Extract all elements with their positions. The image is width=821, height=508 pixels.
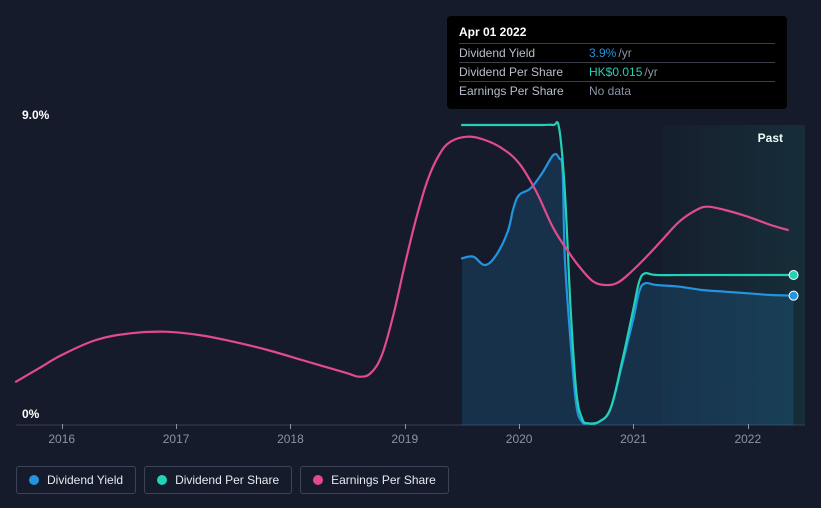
legend-label: Dividend Yield <box>47 473 123 487</box>
x-tick-mark <box>748 424 749 429</box>
legend: Dividend Yield Dividend Per Share Earnings… <box>16 466 449 494</box>
tooltip-date: Apr 01 2022 <box>459 25 775 39</box>
x-tick-label: 2017 <box>163 432 190 446</box>
x-tick-label: 2020 <box>506 432 533 446</box>
x-tick-label: 2016 <box>48 432 75 446</box>
legend-item[interactable]: Dividend Yield <box>16 466 136 494</box>
tooltip-value: 3.9% <box>589 46 616 60</box>
tooltip-unit: /yr <box>618 46 631 60</box>
tooltip-unit: /yr <box>644 65 657 79</box>
chart-tooltip: Apr 01 2022 Dividend Yield3.9% /yrDivide… <box>447 16 787 109</box>
legend-item[interactable]: Dividend Per Share <box>144 466 292 494</box>
y-axis-max-label: 9.0% <box>22 108 49 122</box>
tooltip-metric-label: Earnings Per Share <box>459 84 589 98</box>
legend-label: Earnings Per Share <box>331 473 436 487</box>
tooltip-value: HK$0.015 <box>589 65 642 79</box>
chart-area: 9.0% 0% Past Apr 01 2022 Dividend Yield3… <box>16 0 805 440</box>
x-axis: 2016 2017 2018 2019 2020 2021 2022 <box>16 430 805 450</box>
line-chart-svg <box>16 125 805 425</box>
tooltip-row: Dividend Yield3.9% /yr <box>459 43 775 62</box>
legend-swatch-icon <box>157 475 167 485</box>
plot-region[interactable] <box>16 125 805 425</box>
x-tick-mark <box>405 424 406 429</box>
legend-swatch-icon <box>29 475 39 485</box>
x-tick-mark <box>290 424 291 429</box>
x-tick-label: 2022 <box>734 432 761 446</box>
legend-item[interactable]: Earnings Per Share <box>300 466 449 494</box>
x-tick-mark <box>176 424 177 429</box>
tooltip-metric-label: Dividend Yield <box>459 46 589 60</box>
tooltip-row: Earnings Per ShareNo data <box>459 81 775 100</box>
x-tick-label: 2021 <box>620 432 647 446</box>
x-tick-mark <box>519 424 520 429</box>
x-tick-mark <box>633 424 634 429</box>
tooltip-value: No data <box>589 84 631 98</box>
legend-swatch-icon <box>313 475 323 485</box>
tooltip-metric-label: Dividend Per Share <box>459 65 589 79</box>
tooltip-row: Dividend Per ShareHK$0.015 /yr <box>459 62 775 81</box>
x-tick-mark <box>62 424 63 429</box>
legend-label: Dividend Per Share <box>175 473 279 487</box>
x-tick-label: 2018 <box>277 432 304 446</box>
x-tick-label: 2019 <box>391 432 418 446</box>
